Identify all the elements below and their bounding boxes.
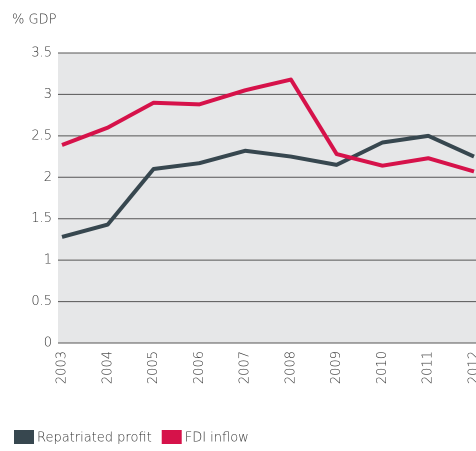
x-tick-label: 2008	[283, 351, 298, 384]
y-tick-label: 3	[44, 87, 52, 102]
x-tick-label: 2004	[100, 351, 115, 384]
x-tick-label: 2009	[329, 351, 344, 384]
legend-label: FDI inflow	[185, 431, 249, 446]
x-tick-label: 2006	[192, 351, 207, 384]
x-tick-label: 2010	[375, 351, 390, 384]
y-tick-label: 1	[44, 253, 52, 268]
y-tick-label: 1.5	[31, 211, 52, 226]
legend-label: Repatriated profit	[37, 431, 152, 446]
x-tick-label: 2007	[238, 351, 253, 384]
y-tick-label: 0.5	[31, 294, 52, 309]
x-tick-label: 2005	[146, 351, 161, 384]
y-tick-label: 2	[44, 170, 52, 185]
x-tick-label: 2012	[467, 351, 476, 384]
legend-swatch	[14, 430, 34, 444]
y-tick-label: 0	[44, 336, 52, 351]
y-tick-label: 3.5	[31, 46, 52, 61]
legend-swatch	[162, 430, 182, 444]
y-tick-label: 2.5	[31, 128, 52, 143]
x-tick-label: 2003	[55, 351, 70, 384]
x-tick-label: 2011	[421, 351, 436, 384]
plot-background	[58, 53, 476, 343]
y-axis-label: % GDP	[12, 13, 57, 28]
